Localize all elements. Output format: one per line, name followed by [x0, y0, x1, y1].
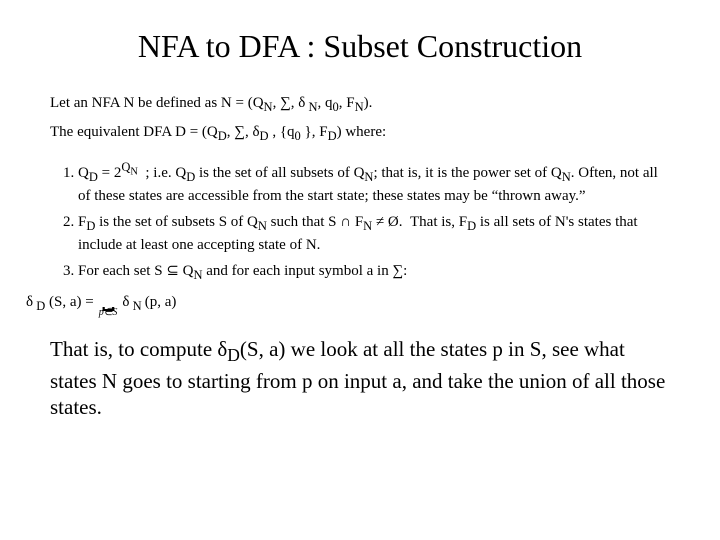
list-item-1: QD = 2QN ; i.e. QD is the set of all sub…	[78, 159, 670, 206]
closing-paragraph: That is, to compute δD(S, a) we look at …	[50, 336, 670, 420]
premise-line-1: Let an NFA N be defined as N = (QN, ∑, δ…	[50, 93, 670, 116]
definition-list: QD = 2QN ; i.e. QD is the set of all sub…	[50, 159, 670, 284]
premise-line-2: The equivalent DFA D = (QD, ∑, δD , {q0 …	[50, 122, 670, 145]
union-icon: ⎵	[102, 290, 114, 308]
slide-title: NFA to DFA : Subset Construction	[50, 28, 670, 65]
transition-formula: δ D (S, a) = ⎵ p∈S δ N (p, a)	[26, 290, 670, 319]
formula-left: δ D (S, a) =	[26, 294, 94, 314]
list-item-3: For each set S ⊆ QN and for each input s…	[78, 261, 670, 284]
list-item-2: FD is the set of subsets S of QN such th…	[78, 212, 670, 255]
formula-right: δ N (p, a)	[122, 294, 176, 314]
union-operator: ⎵ p∈S	[99, 290, 118, 319]
